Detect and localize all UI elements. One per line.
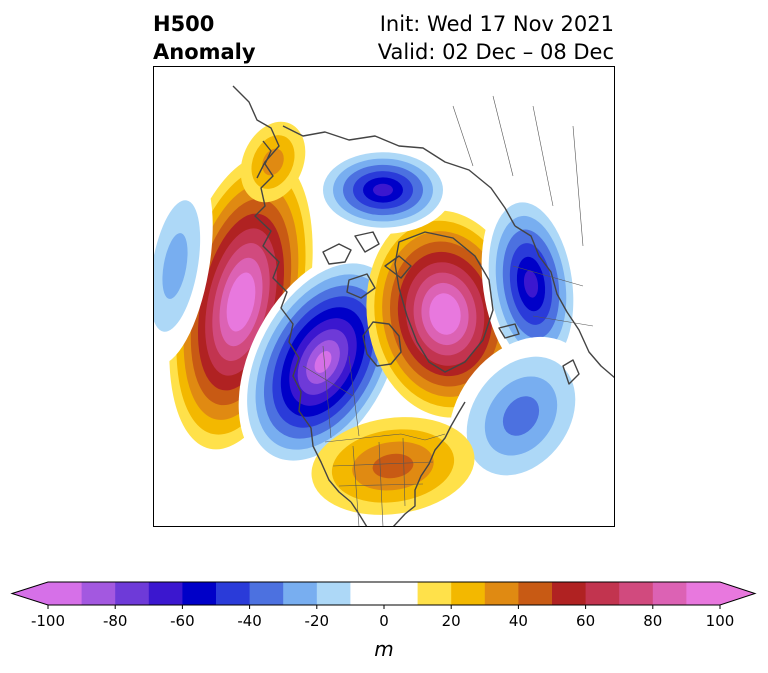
coastline-europe (514, 225, 615, 379)
negative-anomaly-center (448, 336, 594, 496)
positive-anomaly-center (240, 121, 306, 203)
colorbar-tick-label: -100 (31, 612, 65, 630)
us-state-lines (332, 437, 434, 527)
colorbar-cell (686, 582, 721, 605)
anomaly-contour (502, 396, 540, 436)
anomaly-contour (233, 287, 249, 317)
colorbar-cell (451, 582, 486, 605)
colorbar-tick-label: 80 (643, 612, 662, 630)
coastline-north-america-west (254, 140, 352, 503)
colorbar-cell (585, 582, 620, 605)
anomaly-contour (437, 303, 453, 325)
colorbar-tick-label: -20 (305, 612, 330, 630)
coastline-eurasia-north (282, 125, 516, 227)
init-time: Init: Wed 17 Nov 2021 (379, 12, 614, 36)
colorbar-cell (182, 582, 217, 605)
colorbar-cell (619, 582, 654, 605)
valid-period: Valid: 02 Dec – 08 Dec (377, 40, 614, 64)
anomaly-contour (162, 233, 188, 299)
colorbar-cell (552, 582, 586, 605)
colorbar-cell (216, 582, 250, 605)
anomaly-map (153, 66, 615, 527)
colorbar-cell (350, 582, 418, 605)
colorbar-tick-label: 20 (442, 612, 461, 630)
coastline-arctic-islands (322, 231, 412, 299)
colorbar-cell (148, 582, 183, 605)
positive-anomaly-center (311, 417, 475, 515)
anomaly-contour (523, 270, 539, 298)
colorbar-cell (115, 582, 150, 605)
colorbar-tick-label: -40 (237, 612, 262, 630)
coastline-british-isles (562, 359, 580, 385)
colorbar-tick-label: 40 (509, 612, 528, 630)
colorbar-tick-label: 60 (576, 612, 595, 630)
map-title: H500 Anomaly (153, 10, 256, 66)
negative-anomaly-center (313, 146, 453, 234)
anomaly-contour (314, 351, 332, 373)
colorbar-cell (652, 582, 687, 605)
colorbar-cell (48, 582, 82, 605)
colorbar-cell (249, 582, 284, 605)
colorbar-cell (417, 582, 452, 605)
coastline-mexico (350, 501, 368, 527)
eurasia-country-lines (452, 95, 594, 327)
canada-province-lines (302, 345, 360, 439)
title-variable: H500 (153, 12, 215, 36)
colorbar-cell (316, 582, 351, 605)
colorbar-tick-label: -60 (170, 612, 195, 630)
colorbar-cell (484, 582, 519, 605)
colorbar-tick-label: 100 (706, 612, 735, 630)
coastline-iceland (498, 323, 520, 339)
map-frame (153, 66, 615, 527)
colorbar-tick-label: 0 (379, 612, 389, 630)
colorbar-cell (81, 582, 116, 605)
anomaly-contour (373, 183, 393, 197)
colorbar-tick-label: -80 (103, 612, 128, 630)
colorbar-cell (518, 582, 553, 605)
coastline-asia-east (232, 85, 280, 179)
colorbar-extend-high (720, 582, 755, 605)
coastline-greenland (394, 231, 494, 373)
anomaly-contour (372, 453, 414, 479)
us-canada-border (324, 433, 446, 443)
coastline-us-east (392, 401, 466, 527)
colorbar: -100 -80 -60 -40 -20 0 20 40 60 80 100 m (10, 581, 757, 661)
title-field: Anomaly (153, 40, 256, 64)
negative-anomaly-center (153, 167, 213, 365)
colorbar-unit-label: m (374, 637, 393, 661)
negative-anomaly-center (481, 188, 581, 380)
colorbar-extend-low (12, 582, 48, 605)
coastline-hudson-bay (362, 321, 402, 367)
map-subtitle: Init: Wed 17 Nov 2021 Valid: 02 Dec – 08… (378, 10, 614, 66)
colorbar-cell (283, 582, 318, 605)
